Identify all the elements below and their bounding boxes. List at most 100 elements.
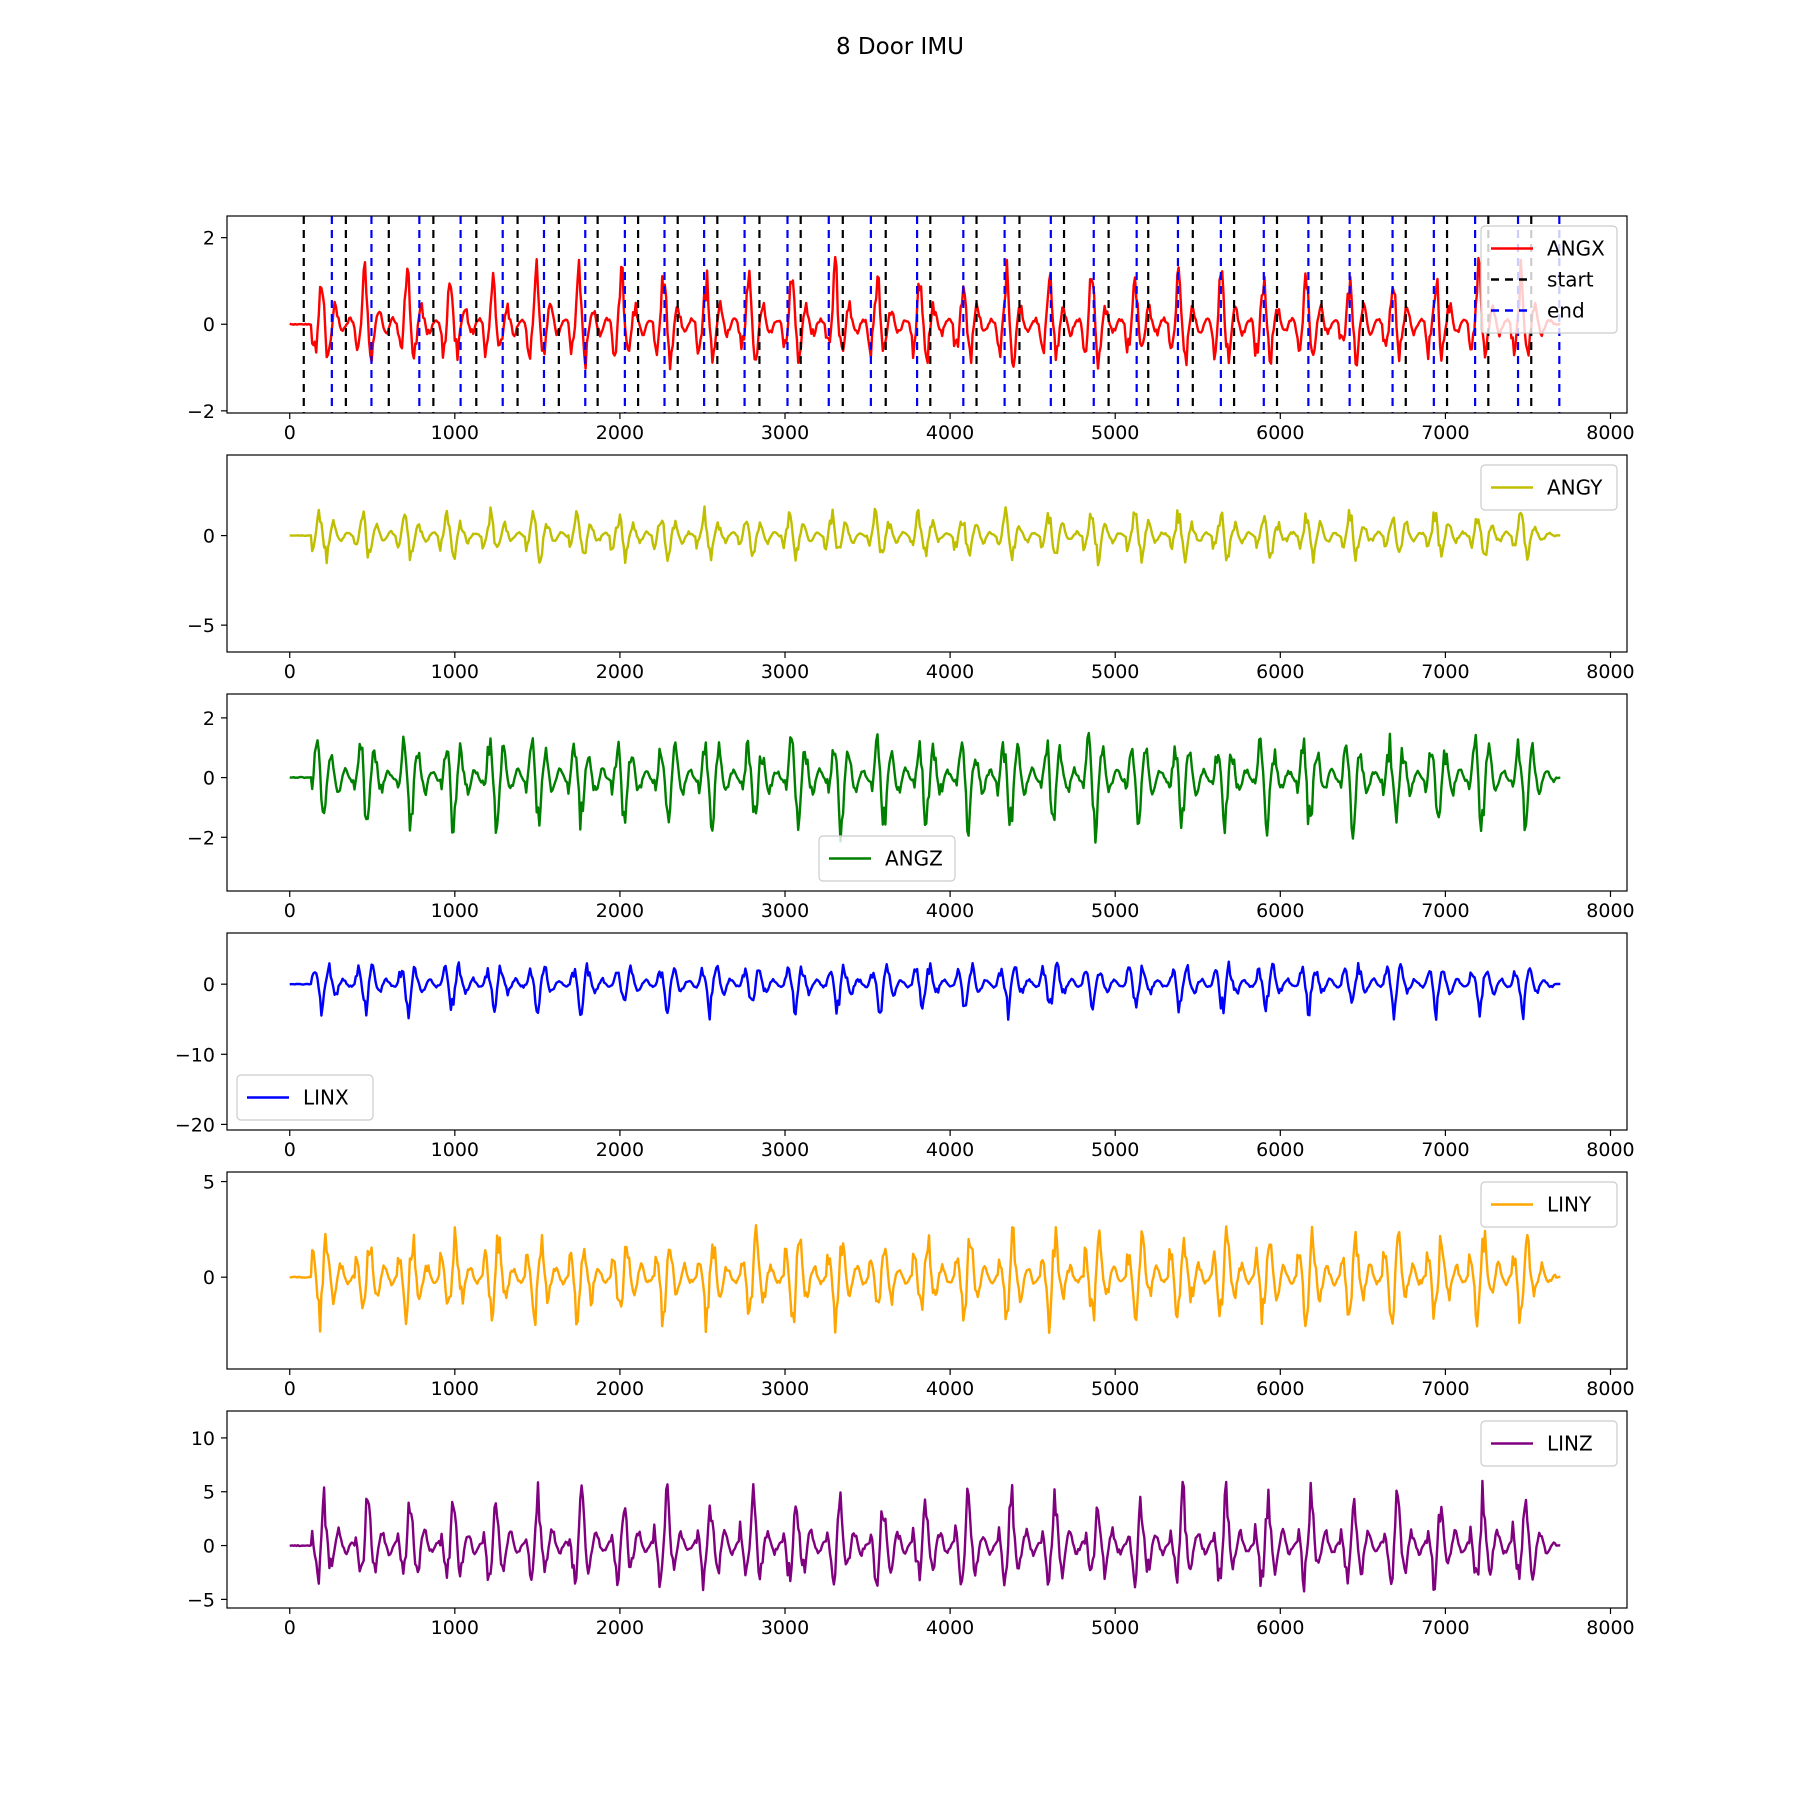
legend: LINX	[236, 1074, 374, 1121]
legend-label-angx: ANGX	[1547, 237, 1605, 261]
panel-liny: 0 1000 2000 3000 4000 5000 6000 7000 8000 5 0 LINY	[203, 1171, 1635, 1400]
series-line-angx	[289, 255, 1561, 371]
legend-label-end: end	[1547, 299, 1585, 323]
x-tick-label: 0	[284, 1139, 296, 1161]
x-tick-label: 4000	[926, 1139, 974, 1161]
x-tick-label: 5000	[1091, 1617, 1139, 1639]
x-tick-label: 1000	[431, 422, 479, 444]
x-tick-label: 7000	[1421, 1139, 1469, 1161]
x-tick-label: 4000	[926, 900, 974, 922]
x-tick-label: 6000	[1256, 661, 1304, 683]
x-tick-label: 8000	[1586, 1617, 1634, 1639]
x-tick-label: 7000	[1421, 1378, 1469, 1400]
x-tick-label: 5000	[1091, 422, 1139, 444]
legend-box	[1480, 225, 1618, 334]
x-tick-label: 3000	[761, 422, 809, 444]
x-tick-label: 8000	[1586, 661, 1634, 683]
legend: LINY	[1480, 1181, 1618, 1228]
x-tick-label: 3000	[761, 1378, 809, 1400]
legend-label-linz: LINZ	[1547, 1432, 1593, 1456]
x-tick-label: 7000	[1421, 900, 1469, 922]
x-tick-label: 4000	[926, 1617, 974, 1639]
series-line-linx	[289, 960, 1561, 1021]
plot-area	[289, 1223, 1561, 1335]
y-tick-label: −10	[175, 1044, 215, 1066]
x-tick-label: 5000	[1091, 1378, 1139, 1400]
x-tick-label: 2000	[596, 1139, 644, 1161]
legend: ANGZ	[818, 835, 956, 882]
x-tick-label: 7000	[1421, 422, 1469, 444]
panels: 0 1000 2000 3000 4000 5000 6000 7000 800020−2ANG…	[175, 215, 1635, 1639]
x-tick-label: 2000	[596, 661, 644, 683]
x-tick-label: 6000	[1256, 1378, 1304, 1400]
y-tick-label: 0	[203, 314, 215, 336]
x-tick-label: 2000	[596, 900, 644, 922]
axes-frame	[226, 454, 1628, 653]
x-tick-label: 8000	[1586, 1378, 1634, 1400]
panel-angz: 0 1000 2000 3000 4000 5000 6000 7000 8000 2 0 −2 ANG…	[187, 693, 1635, 922]
x-tick-label: 1000	[431, 661, 479, 683]
x-tick-label: 2000	[596, 422, 644, 444]
x-tick-label: 1000	[431, 1617, 479, 1639]
series-line-angy	[289, 505, 1561, 567]
x-tick-label: 6000	[1256, 900, 1304, 922]
y-tick-label: 0	[203, 768, 215, 790]
x-tick-label: 0	[284, 900, 296, 922]
legend: LINZ	[1480, 1420, 1618, 1467]
y-tick-label: −2	[187, 401, 215, 423]
x-tick-label: 3000	[761, 661, 809, 683]
plot-area	[289, 1479, 1561, 1593]
legend-box	[1480, 1420, 1618, 1467]
x-tick-label: 1000	[431, 1378, 479, 1400]
y-tick-label: 5	[203, 1482, 215, 1504]
x-tick-label: 5000	[1091, 661, 1139, 683]
y-tick-label: 0	[203, 1267, 215, 1289]
legend-box	[1480, 464, 1618, 511]
x-tick-label: 3000	[761, 900, 809, 922]
y-tick-label: 0	[203, 1536, 215, 1558]
x-tick-label: 8000	[1586, 422, 1634, 444]
y-tick-label: −20	[175, 1114, 215, 1136]
x-tick-label: 1000	[431, 900, 479, 922]
legend: ANGY	[1480, 464, 1618, 511]
x-tick-label: 0	[284, 661, 296, 683]
y-tick-label: 2	[203, 708, 215, 730]
x-tick-label: 6000	[1256, 1617, 1304, 1639]
figure-title: 8 Door IMU	[836, 34, 964, 60]
legend-label-linx: LINX	[303, 1086, 349, 1110]
legend-label-angz: ANGZ	[885, 847, 943, 871]
panel-angx: 0 1000 2000 3000 4000 5000 6000 7000 8000 2 0 −2 ANG…	[187, 215, 1635, 444]
y-tick-label: 5	[203, 1172, 215, 1194]
legend-label-start: start	[1547, 268, 1594, 292]
x-tick-label: 2000	[596, 1617, 644, 1639]
x-tick-label: 3000	[761, 1617, 809, 1639]
x-tick-label: 0	[284, 1378, 296, 1400]
legend-box	[1480, 1181, 1618, 1228]
y-tick-label: 0	[203, 526, 215, 548]
x-tick-label: 5000	[1091, 1139, 1139, 1161]
y-tick-label: 0	[203, 974, 215, 996]
series-line-liny	[289, 1223, 1561, 1335]
y-tick-label: −2	[187, 827, 215, 849]
series-line-angz	[289, 731, 1561, 844]
x-tick-label: 2000	[596, 1378, 644, 1400]
axes-frame	[226, 1171, 1628, 1370]
x-tick-label: 5000	[1091, 900, 1139, 922]
axes-frame	[226, 215, 1628, 414]
x-tick-label: 0	[284, 1617, 296, 1639]
legend-label-angy: ANGY	[1547, 476, 1603, 500]
legend-label-liny: LINY	[1547, 1193, 1592, 1217]
plot-area	[289, 505, 1561, 567]
plot-area	[289, 731, 1561, 844]
axes-frame	[226, 932, 1628, 1131]
y-tick-label: 10	[191, 1428, 215, 1450]
x-tick-label: 7000	[1421, 1617, 1469, 1639]
y-tick-label: −5	[187, 615, 215, 637]
x-tick-label: 6000	[1256, 422, 1304, 444]
panel-linx: 0 1000 2000 3000 4000 5000 6000 7000 8000 0 −10 −20…	[175, 932, 1635, 1161]
plot-area	[289, 960, 1561, 1021]
x-tick-label: 4000	[926, 661, 974, 683]
x-tick-label: 1000	[431, 1139, 479, 1161]
x-tick-label: 6000	[1256, 1139, 1304, 1161]
